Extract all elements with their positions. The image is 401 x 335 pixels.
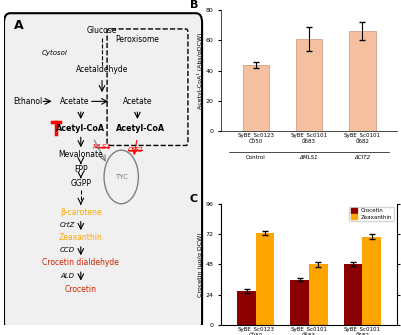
Bar	[296, 39, 322, 131]
Text: Mevalonate: Mevalonate	[59, 150, 103, 159]
Text: Peroxisome: Peroxisome	[115, 36, 159, 45]
Text: GGPP: GGPP	[70, 179, 91, 188]
Text: Glucose: Glucose	[87, 26, 117, 35]
Bar	[309, 264, 328, 325]
Text: CIT2: CIT2	[128, 147, 143, 153]
FancyBboxPatch shape	[107, 29, 188, 145]
Text: Acetyl-CoA: Acetyl-CoA	[56, 124, 105, 133]
Text: Cytosol: Cytosol	[42, 50, 67, 56]
Text: Crocetin dialdehyde: Crocetin dialdehyde	[43, 258, 119, 267]
Bar	[363, 237, 381, 325]
Y-axis label: Crocetin (µg/g DCW): Crocetin (µg/g DCW)	[198, 232, 203, 297]
Y-axis label: Acetyl-CoA¹ (Abs/gDCW): Acetyl-CoA¹ (Abs/gDCW)	[197, 32, 203, 109]
Text: MLS1: MLS1	[93, 144, 111, 150]
Bar	[256, 233, 275, 325]
Text: β-carotene: β-carotene	[60, 208, 101, 217]
Text: Acetate: Acetate	[123, 97, 152, 106]
Text: Acetyl-CoA: Acetyl-CoA	[116, 124, 165, 133]
Text: B: B	[190, 0, 198, 10]
Text: A: A	[14, 19, 24, 32]
Text: FPP: FPP	[74, 164, 88, 174]
Bar	[243, 65, 269, 131]
Text: Zeaxanthin: Zeaxanthin	[59, 233, 103, 242]
Bar	[349, 31, 376, 131]
Text: Acetaldehyde: Acetaldehyde	[76, 65, 128, 74]
Bar	[344, 264, 363, 325]
Text: Acetate: Acetate	[60, 97, 89, 106]
Text: CrtZ: CrtZ	[60, 222, 75, 228]
FancyBboxPatch shape	[4, 13, 202, 331]
Text: ΔMLS1: ΔMLS1	[300, 155, 318, 160]
Legend: Crocetin, Zeaxanthin: Crocetin, Zeaxanthin	[349, 207, 394, 221]
Text: Ethanol: Ethanol	[14, 97, 43, 106]
Text: ΔCIT2: ΔCIT2	[354, 155, 371, 160]
Text: ALD: ALD	[61, 272, 75, 278]
Text: Crocetin: Crocetin	[65, 285, 97, 294]
Bar	[290, 279, 309, 325]
Text: CCD: CCD	[60, 247, 75, 253]
Text: Control: Control	[246, 155, 266, 160]
Text: C: C	[190, 194, 198, 204]
Text: TYC: TYC	[115, 174, 128, 180]
Bar	[237, 291, 256, 325]
